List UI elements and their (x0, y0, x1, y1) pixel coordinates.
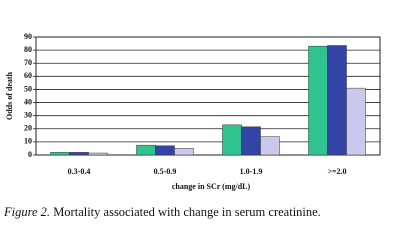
y-axis-label: Odds of death (5, 71, 14, 120)
bar (327, 45, 347, 156)
bar (136, 144, 156, 156)
bar (241, 126, 261, 156)
x-tick-label: 1.0-1.9 (240, 167, 263, 176)
y-tick-label: 60 (24, 71, 32, 80)
page: Odds of death change in SCr (mg/dL) Figu… (3, 31, 381, 219)
y-tick-label: 10 (24, 137, 32, 146)
bar (88, 152, 108, 156)
chart: Odds of death change in SCr (mg/dL) Figu… (3, 32, 381, 219)
plot-border (35, 36, 381, 156)
bar (155, 145, 175, 156)
x-axis-label: change in SCr (mg/dL) (172, 182, 251, 191)
y-tick-label: 70 (24, 58, 32, 67)
x-tick-label: 0.3-0.4 (68, 167, 91, 176)
bar (222, 124, 242, 156)
y-tick-label: 90 (24, 32, 32, 41)
bar (308, 45, 328, 156)
x-tick-label: 0.5-0.9 (154, 167, 177, 176)
x-tick-label: >=2.0 (327, 167, 346, 176)
bar (174, 148, 194, 156)
y-tick-label: 0 (28, 150, 32, 159)
caption-label: Figure 2. (3, 205, 50, 219)
y-tick-label: 50 (24, 84, 32, 93)
caption-text: Mortality associated with change in seru… (53, 205, 321, 219)
y-tick-label: 40 (24, 97, 32, 106)
bar (346, 87, 366, 156)
bar (50, 152, 70, 156)
y-tick-label: 30 (24, 110, 32, 119)
bar (69, 152, 89, 156)
caption: Figure 2. Mortality associated with chan… (3, 205, 321, 219)
y-tick-label: 80 (24, 45, 32, 54)
y-tick-label: 20 (24, 124, 32, 133)
bar (260, 136, 280, 156)
